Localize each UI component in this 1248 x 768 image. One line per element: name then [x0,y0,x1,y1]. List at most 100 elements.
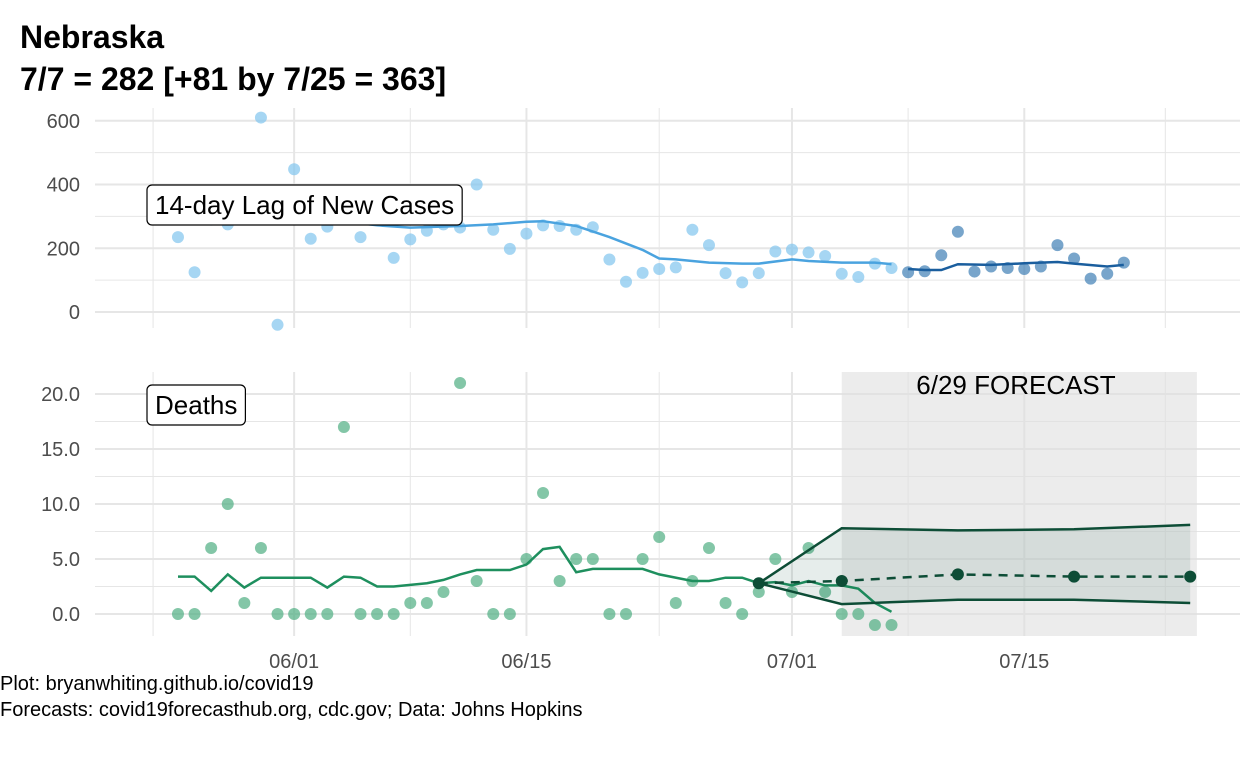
data-point [354,231,367,244]
data-point [171,231,184,244]
data-point [736,276,749,289]
data-point [254,542,267,554]
recent-point [1084,272,1097,285]
data-point [404,597,417,609]
data-point [702,239,715,252]
panel-label-box [146,184,463,226]
y-tick-label: 15.0 [41,439,80,461]
x-tick-label: 07/15 [999,651,1049,673]
deaths-panel: 0.0 5.0 10.0 15.0 20.0 6/29 FORECAST Deaths 06/… [41,370,1240,673]
forecast-interval [758,524,1191,605]
data-point [852,270,865,283]
recent-point [951,225,964,238]
data-point [271,608,284,620]
panel-label-box [146,384,246,426]
data-point [586,553,599,565]
recent-trend-line [908,260,1124,272]
x-tick-label: 06/15 [501,651,551,673]
data-point [852,608,865,620]
data-point [752,267,765,280]
data-point [819,586,832,598]
data-point [337,421,350,433]
forecast-upper-line [758,523,1191,585]
data-point [653,531,666,543]
data-point [371,608,384,620]
data-point [288,608,301,620]
recent-point [1101,267,1114,280]
data-point [785,243,798,256]
chart-subtitle: 7/7 = 282 [+81 by 7/25 = 363] [20,61,446,97]
data-point [387,608,400,620]
data-point [188,608,201,620]
data-point [354,608,367,620]
data-point [620,275,633,288]
data-point [503,608,516,620]
forecast-point [835,575,848,587]
data-point [487,223,500,236]
data-point [553,575,566,587]
recent-point [985,260,998,273]
data-point [454,377,467,389]
y-tick-label: 5.0 [52,549,80,571]
data-point [420,597,433,609]
data-point [254,111,267,124]
data-point [603,608,616,620]
data-point [719,267,732,280]
trend-line [178,545,893,613]
caption-sources: Forecasts: covid19forecasthub.org, cdc.g… [0,699,583,721]
panel-label: Deaths [155,390,237,420]
data-point [304,232,317,245]
data-point [802,246,815,259]
recent-point [1117,256,1130,269]
forecast-point [951,568,964,581]
data-point [885,619,898,631]
panel-label: 14-day Lag of New Cases [155,190,454,220]
y-tick-label: 200 [47,238,80,260]
caption-plot-credit: Plot: bryanwhiting.github.io/covid19 [0,673,314,695]
chart-title: Nebraska [20,19,164,55]
data-point [537,487,550,499]
forecast-label: 6/29 FORECAST [916,370,1116,400]
y-tick-label: 0 [69,302,80,324]
forecast-region [841,372,1197,636]
data-point [271,318,284,331]
data-point [470,575,483,587]
data-point [520,227,533,240]
forecast-point [752,577,765,590]
y-tick-label: 0.0 [52,604,80,626]
data-point [819,249,832,262]
data-point [636,266,649,279]
data-point [752,586,765,598]
data-point [620,608,633,620]
cases-panel: 0 200 400 600 14-day Lag of New Cases [47,108,1240,331]
data-point [719,597,732,609]
forecast-point [1068,570,1081,583]
data-point [238,597,251,609]
data-point [288,163,301,176]
data-point [470,178,483,191]
data-point [636,553,649,565]
data-point [736,608,749,620]
data-point [669,597,682,609]
data-point [653,263,666,276]
data-point [304,608,317,620]
data-point [188,266,201,279]
data-point [221,498,234,510]
data-point [171,608,184,620]
recent-point [935,249,948,262]
x-tick-label: 06/01 [269,651,319,673]
x-tick-label: 07/01 [767,651,817,673]
recent-point [968,265,981,278]
data-point [669,261,682,274]
data-point [404,233,417,246]
data-point [603,253,616,266]
data-point [835,267,848,280]
forecast-lower-line [758,581,1191,606]
data-point [503,242,516,255]
forecast-point [1184,570,1197,583]
data-point [321,608,334,620]
data-point [686,223,699,236]
recent-point [1068,252,1081,265]
data-point [437,586,450,598]
